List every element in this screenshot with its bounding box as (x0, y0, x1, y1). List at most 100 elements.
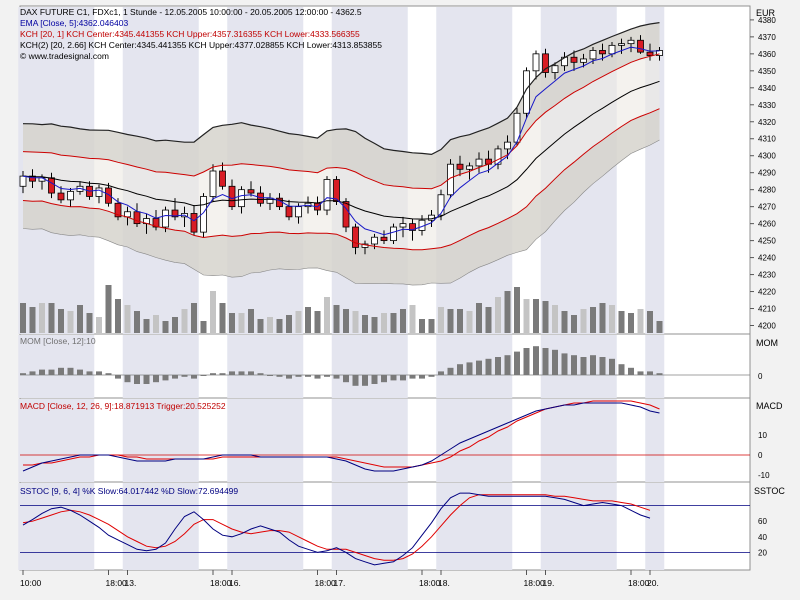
price-tick-label: 4300 (758, 152, 776, 161)
price-tick-label: 4210 (758, 305, 776, 314)
candle-body (219, 170, 226, 187)
mom-bar (181, 375, 188, 377)
session-shade (18, 399, 95, 482)
volume-bar (495, 297, 501, 333)
mom-bar (276, 375, 283, 377)
volume-bar (58, 309, 64, 333)
volume-bar (542, 301, 549, 333)
mom-bar (67, 367, 74, 375)
time-tick-label: 18:00 (315, 578, 337, 588)
candle-body (447, 163, 454, 196)
mom-bar (447, 367, 454, 375)
session-shade (122, 399, 199, 482)
volume-bar (552, 305, 558, 333)
session-shade (331, 483, 408, 570)
time-tick-label: 20. (647, 578, 659, 588)
volume-bar (115, 299, 121, 333)
price-tick-label: 4220 (758, 288, 776, 297)
session-shade (122, 335, 199, 398)
mom-bar (134, 375, 140, 384)
mom-tick-label: 0 (758, 372, 763, 381)
volume-bar (590, 307, 596, 333)
mom-bar (466, 362, 473, 375)
candle-body (352, 226, 359, 248)
sstoc-k-line (22, 492, 651, 566)
candle-body (295, 206, 302, 218)
kch-legend: KCH [20, 1] KCH Center:4345.441355 KCH U… (20, 29, 360, 39)
volume-bar (419, 319, 425, 333)
session-shade (122, 483, 199, 570)
candle-body (656, 50, 663, 56)
mom-bar (305, 375, 311, 377)
volume-bar (67, 311, 74, 333)
mom-bar (419, 375, 425, 379)
session-shade (227, 335, 304, 398)
volume-bar (571, 315, 577, 333)
macd-axis-title: MACD (756, 401, 783, 411)
volume-bar (124, 305, 131, 333)
mom-bar (86, 371, 93, 375)
session-shade (331, 399, 408, 482)
mom-bar (124, 375, 131, 383)
mom-bar (552, 349, 558, 375)
volume-bar (248, 309, 254, 333)
time-tick-label: 18:00 (210, 578, 232, 588)
volume-bar (409, 305, 416, 333)
ema-legend: EMA [Close, 5]:4362.046403 (20, 18, 128, 28)
mom-bar (628, 367, 634, 375)
candle-body (247, 189, 255, 194)
mom-bar (295, 375, 302, 377)
price-tick-label: 4340 (758, 84, 776, 93)
volume-bar (476, 303, 482, 333)
volume-bar (447, 309, 454, 333)
macd-tick-label: 0 (758, 451, 763, 460)
candle-body (380, 236, 388, 242)
mom-bar (48, 369, 55, 375)
volume-bar (86, 313, 93, 333)
mom-bar (286, 375, 292, 379)
price-tick-label: 4320 (758, 118, 776, 127)
volume-bar (637, 309, 644, 333)
candle-body (114, 202, 122, 218)
macd-line (22, 402, 660, 472)
kch-inner-band (23, 53, 660, 250)
candle-body (19, 175, 27, 187)
candle-body (646, 51, 654, 56)
mom-bar (533, 346, 539, 375)
mom-bar (428, 375, 435, 377)
candle-body (29, 175, 36, 182)
candle-body (437, 194, 445, 216)
sstoc-tick-label: 40 (758, 533, 767, 542)
mom-bar (438, 371, 444, 375)
price-tick-label: 4260 (758, 220, 776, 229)
volume-bar (362, 315, 368, 333)
price-tick-label: 4330 (758, 101, 776, 110)
candle-body (190, 213, 198, 233)
price-tick-label: 4250 (758, 237, 776, 246)
volume-bar (238, 313, 245, 333)
volume-bar (96, 317, 102, 333)
volume-bar (438, 307, 444, 333)
candle-body (580, 58, 587, 63)
mom-bar (514, 351, 520, 375)
candle-body (342, 201, 350, 228)
candle-body (48, 177, 55, 194)
mom-bar (143, 375, 150, 384)
mom-bar (153, 375, 159, 383)
candle-body (171, 209, 179, 218)
price-tick-label: 4200 (758, 322, 776, 331)
time-tick-label: 18:00 (106, 578, 128, 588)
mom-bar (571, 355, 577, 375)
price-tick-label: 4240 (758, 254, 776, 263)
session-shade (645, 483, 665, 570)
session-shade (18, 483, 95, 570)
mom-bar (324, 375, 330, 377)
time-tick-label: 19. (543, 578, 555, 588)
mom-bar (248, 371, 254, 375)
candle-body (589, 50, 597, 60)
kch2-lower-line (22, 139, 660, 286)
volume-bar (561, 311, 568, 333)
volume-bar (504, 291, 511, 333)
volume-bar (352, 311, 359, 333)
